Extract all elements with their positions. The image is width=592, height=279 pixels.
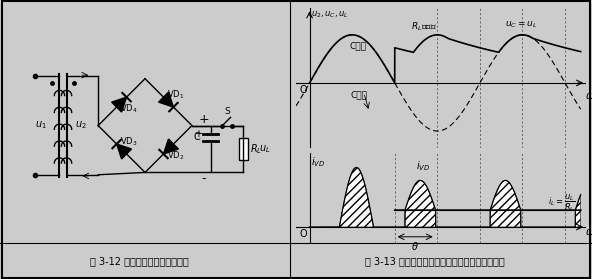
Bar [239, 138, 247, 160]
Text: 图 3-12 桥式整流、电容滤波电路: 图 3-12 桥式整流、电容滤波电路 [90, 256, 188, 266]
Text: S: S [224, 107, 230, 116]
Text: +: + [194, 129, 202, 139]
Polygon shape [117, 144, 131, 159]
Polygon shape [159, 92, 173, 107]
Text: $i_L=\dfrac{u_L}{R_L}$: $i_L=\dfrac{u_L}{R_L}$ [548, 192, 575, 214]
Text: $R_L$接入后: $R_L$接入后 [410, 20, 436, 33]
Text: $\theta$: $\theta$ [411, 240, 419, 252]
Text: -: - [201, 172, 206, 185]
Text: C: C [193, 132, 200, 142]
Text: O: O [300, 229, 307, 239]
Text: C放电: C放电 [350, 90, 367, 99]
Text: VD$_2$: VD$_2$ [167, 150, 184, 162]
Polygon shape [112, 97, 127, 112]
Text: VD$_3$: VD$_3$ [120, 136, 137, 148]
Text: $i_{VD}$: $i_{VD}$ [311, 155, 325, 169]
Text: C充电: C充电 [350, 41, 367, 50]
Text: $u_C=u_L$: $u_C=u_L$ [505, 19, 537, 30]
Text: $i_{VD}$: $i_{VD}$ [416, 159, 430, 173]
Text: O: O [300, 85, 307, 95]
Text: $R_L$: $R_L$ [250, 142, 262, 156]
Text: $u_2, u_C, u_L$: $u_2, u_C, u_L$ [311, 10, 349, 20]
Text: VD$_4$: VD$_4$ [120, 103, 137, 115]
Text: +: + [198, 113, 209, 126]
Text: VD$_1$: VD$_1$ [167, 89, 184, 101]
Text: $u_2$: $u_2$ [75, 120, 86, 131]
Text: $\omega t$: $\omega t$ [585, 225, 592, 237]
Text: $\omega t$: $\omega t$ [585, 89, 592, 101]
Text: 图 3-13 桥式整流、电容滤波时的电压、电流波形: 图 3-13 桥式整流、电容滤波时的电压、电流波形 [365, 256, 505, 266]
Text: $u_1$: $u_1$ [35, 120, 47, 131]
Polygon shape [163, 139, 178, 154]
Text: $u_L$: $u_L$ [259, 143, 271, 155]
